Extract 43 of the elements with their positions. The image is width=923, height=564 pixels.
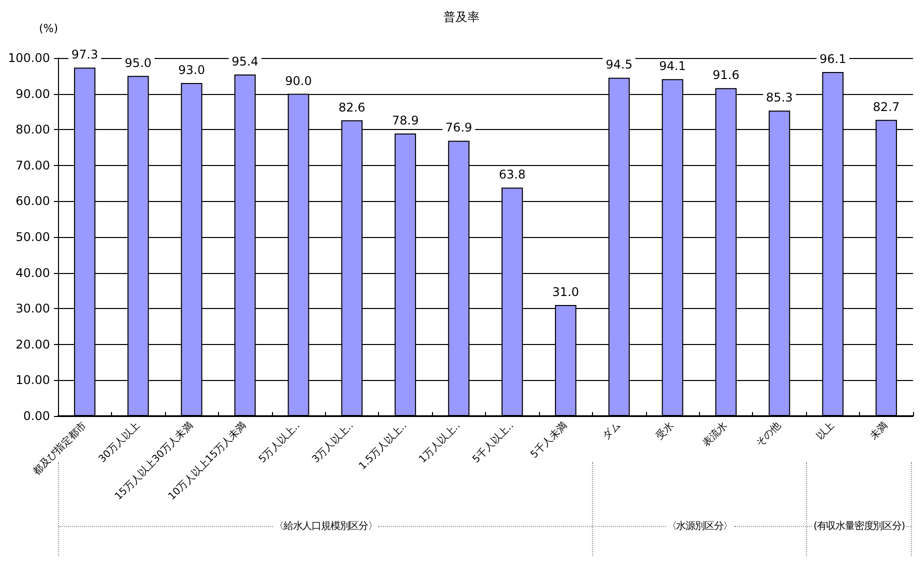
- x-tick-label: 未満: [868, 419, 890, 442]
- x-tick-label: 5千人以上‥: [470, 419, 516, 466]
- x-tick-label: 5千人未満: [528, 419, 570, 461]
- data-label: 82.7: [872, 100, 900, 114]
- data-label: 96.1: [819, 52, 846, 66]
- data-label: 95.0: [124, 56, 152, 70]
- y-tick-label: 10.00: [16, 373, 50, 388]
- y-tick-label: 90.00: [16, 86, 50, 101]
- x-tick-label: 3万人以上‥: [310, 419, 356, 466]
- data-label: 82.6: [338, 100, 366, 114]
- data-label: 95.4: [232, 54, 258, 68]
- x-tick-label: 受水: [654, 419, 676, 442]
- y-tick-label: 100.00: [8, 51, 50, 65]
- x-tick-label: 1万人以上‥: [416, 419, 463, 466]
- x-tick-label: 30万人以上: [96, 419, 142, 466]
- data-label: 97.3: [71, 48, 98, 62]
- x-tick-label: ダム: [600, 419, 623, 442]
- group-bracket: (有収水量密度別区分): [806, 462, 912, 556]
- y-tick-label: 20.00: [16, 337, 50, 352]
- data-label: 31.0: [552, 285, 580, 300]
- y-tick-label: 60.00: [16, 194, 50, 208]
- y-axis-title: (%): [38, 22, 58, 35]
- chart-title: 普及率: [444, 10, 480, 24]
- y-tick-label: 40.00: [16, 266, 50, 280]
- data-label: 76.9: [445, 120, 472, 135]
- data-label: 90.0: [285, 74, 312, 88]
- data-label: 93.0: [178, 63, 205, 78]
- x-tick-label: 以上: [814, 419, 837, 442]
- x-tick-label: 5万人以上‥: [256, 419, 302, 466]
- y-tick-label: 80.00: [16, 122, 50, 137]
- y-tick-label: 30.00: [16, 302, 50, 316]
- data-label: 78.9: [392, 114, 419, 128]
- y-tick-label: 50.00: [16, 230, 50, 244]
- data-label: 85.3: [766, 90, 793, 105]
- x-tick-label: 1.5万人以上‥: [356, 419, 410, 472]
- data-label: 63.8: [498, 168, 526, 182]
- data-label: 94.5: [606, 58, 632, 72]
- data-label: 91.6: [712, 68, 740, 82]
- data-label: 94.1: [659, 59, 686, 74]
- x-tick-label: 表流水: [700, 419, 730, 450]
- group-bracket: 〈水源別区分〉: [592, 462, 806, 556]
- y-tick-label: 70.00: [16, 158, 50, 172]
- x-tick-label: その他: [754, 419, 784, 450]
